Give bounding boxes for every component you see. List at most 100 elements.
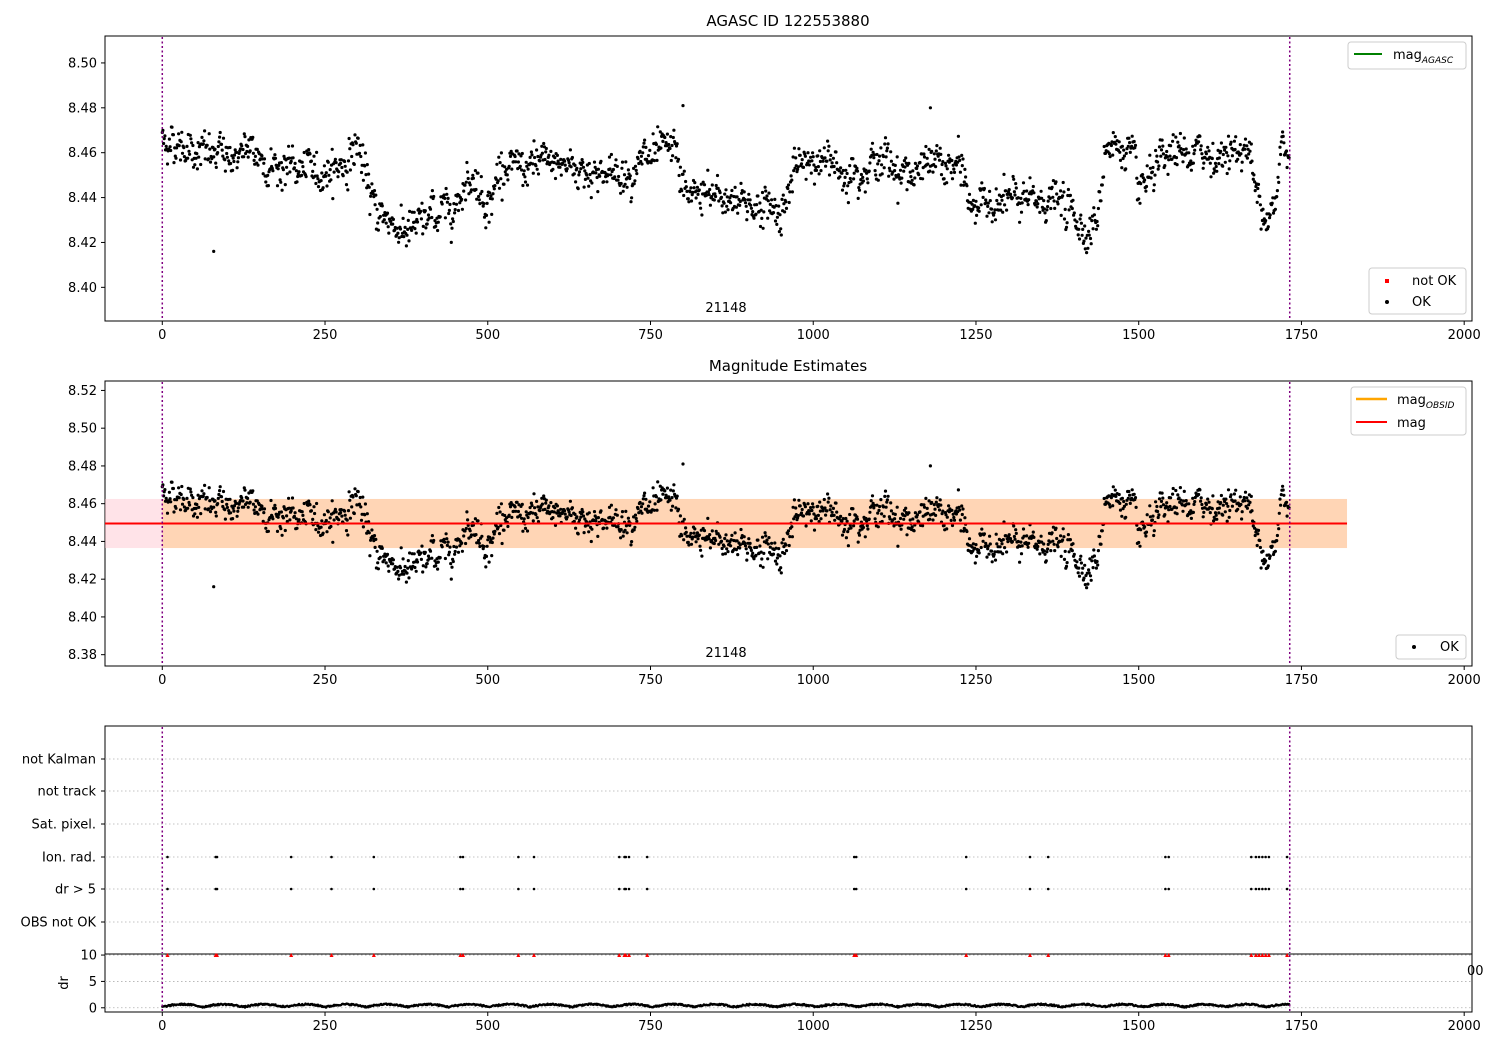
magnitude-point [509, 149, 513, 153]
magnitude-point [484, 213, 489, 217]
magnitude-point [1174, 488, 1178, 493]
magnitude-point [376, 221, 380, 225]
magnitude-point [522, 169, 526, 173]
magnitude-point [220, 499, 224, 504]
magnitude-point [387, 231, 391, 235]
magnitude-point [667, 142, 671, 147]
magnitude-point [565, 167, 569, 171]
magnitude-point [734, 548, 739, 552]
magnitude-point [761, 226, 765, 230]
magnitude-point [670, 143, 674, 148]
magnitude-point [273, 153, 277, 157]
magnitude-point [1228, 159, 1232, 163]
magnitude-point [1219, 141, 1223, 145]
magnitude-point [540, 496, 544, 500]
agasc-x-axis: 0 250 500 750 1000 1250 1500 1750 2000 [158, 321, 1481, 343]
magnitude-point [573, 163, 577, 167]
magnitude-point [1273, 207, 1277, 211]
magnitude-point [1275, 533, 1279, 538]
magnitude-point [774, 546, 778, 550]
magnitude-point [730, 188, 734, 193]
magnitude-point [1165, 505, 1169, 509]
magnitude-point [790, 525, 794, 529]
magnitude-point [928, 464, 933, 468]
magnitude-point [1075, 220, 1079, 224]
magnitude-point [895, 175, 899, 179]
magnitude-point [829, 153, 833, 157]
magnitude-point [1138, 544, 1142, 548]
magnitude-point [412, 210, 416, 214]
magnitude-point [333, 157, 337, 161]
magnitude-point [1275, 189, 1279, 193]
magnitude-point [638, 149, 642, 153]
magnitude-point [1087, 229, 1091, 233]
magnitude-point [1243, 490, 1248, 494]
magnitude-point [979, 203, 983, 207]
magnitude-point [1193, 143, 1197, 147]
magnitude-point [469, 188, 474, 192]
magnitude-point [698, 544, 702, 548]
magnitude-point [1086, 582, 1090, 586]
magnitude-point [1208, 161, 1212, 165]
magnitude-point [1092, 213, 1096, 217]
magnitude-point [543, 507, 547, 511]
magnitude-point [845, 171, 849, 176]
magnitude-point [1197, 140, 1201, 144]
magnitude-point [1179, 498, 1183, 502]
magnitude-point [1133, 143, 1138, 147]
magnitude-point [833, 518, 837, 522]
magnitude-point [574, 180, 578, 184]
magnitude-point [484, 226, 488, 230]
magnitude-point [386, 564, 390, 568]
magnitude-point [507, 513, 511, 517]
magnitude-point [971, 207, 975, 211]
magnitude-point [304, 175, 308, 179]
magnitude-point [699, 206, 703, 210]
magnitude-point [1138, 201, 1142, 205]
magnitude-point [1156, 167, 1160, 171]
magnitude-point [321, 186, 325, 190]
magnitude-point [1042, 199, 1046, 203]
magnitude-point [282, 154, 286, 158]
magnitude-point [706, 190, 711, 194]
magnitude-point [340, 165, 344, 170]
magnitude-point [1199, 148, 1203, 152]
magnitude-point [787, 200, 791, 205]
magnitude-point [558, 165, 562, 169]
magnitude-point [633, 513, 638, 517]
magnitude-point [1061, 527, 1065, 531]
magnitude-point [465, 510, 469, 514]
magnitude-point [454, 202, 459, 206]
magnitude-point [451, 219, 455, 224]
magnitude-point [407, 239, 411, 243]
magnitude-point [773, 559, 778, 563]
magnitude-point [311, 169, 315, 173]
magnitude-point [1202, 510, 1206, 514]
flag-point [1046, 855, 1050, 859]
magnitude-point [821, 509, 825, 513]
magnitude-point [775, 215, 780, 219]
magnitude-point [220, 148, 224, 152]
magnitude-point [1232, 492, 1236, 496]
magnitude-point [312, 505, 316, 509]
magnitude-point [643, 138, 647, 142]
magnitude-point [796, 167, 800, 171]
magnitude-point [203, 157, 207, 161]
magnitude-point [835, 161, 839, 165]
magnitude-point [357, 151, 362, 155]
magnitude-point [1178, 131, 1182, 136]
magnitude-point [488, 535, 492, 540]
magnitude-point [867, 169, 871, 173]
magnitude-point [293, 511, 297, 515]
magnitude-obsid-markers [161, 382, 1291, 665]
magnitude-point [886, 142, 890, 146]
magnitude-point [404, 580, 408, 584]
magnitude-point [175, 498, 179, 502]
magnitude-point [569, 165, 573, 169]
magnitude-point [1002, 172, 1006, 176]
magnitude-point [396, 569, 400, 574]
magnitude-point [685, 189, 689, 193]
magnitude-point [887, 166, 892, 170]
magnitude-point [896, 544, 900, 548]
